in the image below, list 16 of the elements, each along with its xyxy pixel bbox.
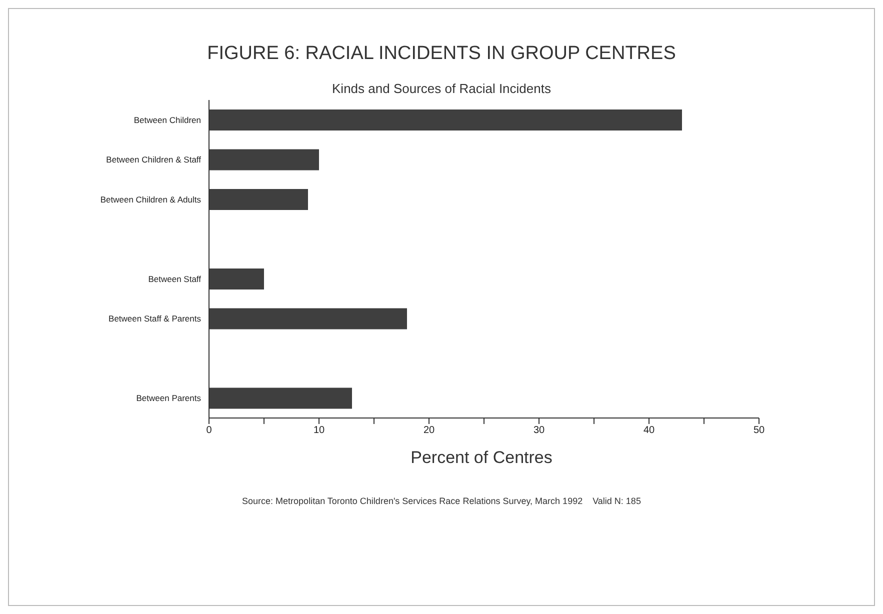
x-tick-label: 0 bbox=[206, 425, 212, 436]
source-note: Source: Metropolitan Toronto Children's Services Race Relations Survey, March 1992 Valid N: 185 bbox=[241, 496, 642, 506]
x-tick-label: 10 bbox=[313, 425, 325, 436]
chart-title: FIGURE 6: RACIAL INCIDENTS IN GROUP CENTRES bbox=[206, 43, 677, 65]
x-tick-label: 40 bbox=[643, 425, 655, 436]
y-tick-label: Between Children & Adults bbox=[100, 194, 201, 204]
y-tick-label: Between Staff bbox=[148, 274, 202, 284]
x-axis-title: Percent of Centres bbox=[410, 448, 554, 468]
y-tick-label: Between Children & Staff bbox=[106, 154, 202, 165]
chart-subtitle: Kinds and Sources of Racial Incidents bbox=[331, 81, 552, 96]
y-tick-label: Between Parents bbox=[136, 393, 201, 404]
y-tick-label: Between Children bbox=[134, 114, 202, 125]
x-tick-label: 30 bbox=[533, 425, 545, 436]
x-tick-label: 20 bbox=[423, 425, 435, 436]
x-tick-label: 50 bbox=[753, 425, 765, 436]
y-tick-label: Between Staff & Parents bbox=[108, 314, 201, 324]
